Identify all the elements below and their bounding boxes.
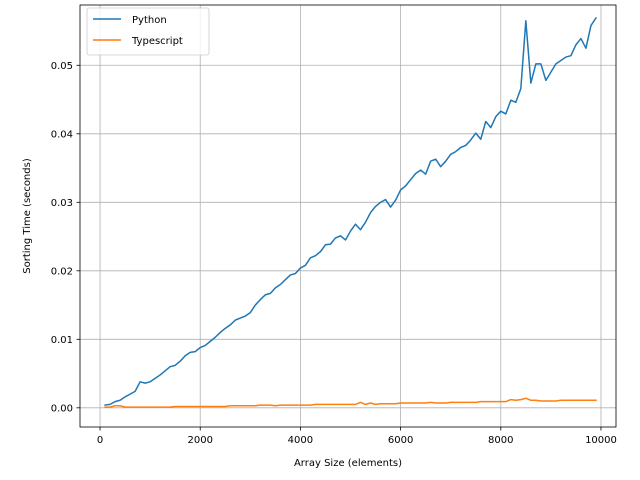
y-tick-label: 0.03: [51, 198, 73, 209]
x-tick-label: 2000: [187, 435, 212, 446]
x-tick-label: 0: [97, 435, 103, 446]
plot-frame: [79, 4, 617, 428]
legend-label-typescript: Typescript: [131, 36, 183, 47]
x-tick-label: 8000: [488, 435, 513, 446]
x-axis-label: Array Size (elements): [294, 458, 402, 469]
x-tick-label: 6000: [388, 435, 413, 446]
y-axis-label: Sorting Time (seconds): [22, 158, 33, 274]
grid: [80, 5, 616, 427]
y-tick-label: 0.05: [51, 61, 73, 72]
series-line-typescript: [104, 397, 597, 408]
series-line-python: [104, 16, 597, 406]
y-tick-label: 0.04: [51, 129, 73, 140]
legend: Python Typescript: [86, 7, 210, 56]
x-tick-label: 10000: [585, 435, 617, 446]
y-tick-label: 0.00: [51, 403, 73, 414]
x-tick-label: 4000: [288, 435, 313, 446]
y-tick-label: 0.02: [51, 266, 73, 277]
legend-label-python: Python: [132, 15, 167, 26]
y-tick-label: 0.01: [51, 335, 73, 346]
x-axis-ticks: 0 2000 4000 6000 8000 10000: [97, 427, 617, 446]
y-axis-ticks: 0.00 0.01 0.02 0.03 0.04 0.05: [51, 61, 80, 414]
series-lines: [104, 16, 597, 408]
